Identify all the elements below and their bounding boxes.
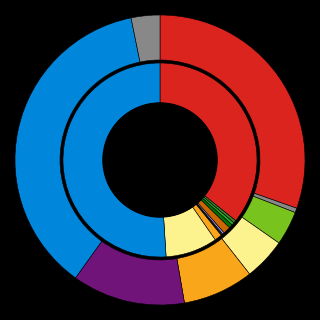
Wedge shape — [201, 198, 232, 228]
Wedge shape — [198, 200, 229, 233]
Wedge shape — [202, 197, 234, 225]
Wedge shape — [164, 207, 215, 257]
Wedge shape — [222, 217, 279, 274]
Wedge shape — [63, 63, 166, 257]
Wedge shape — [253, 193, 297, 212]
Wedge shape — [204, 196, 236, 223]
Circle shape — [103, 103, 217, 217]
Wedge shape — [76, 241, 185, 305]
Wedge shape — [160, 63, 257, 220]
Wedge shape — [242, 196, 295, 243]
Wedge shape — [15, 18, 140, 278]
Wedge shape — [197, 203, 224, 234]
Wedge shape — [196, 204, 223, 235]
Wedge shape — [177, 239, 250, 303]
Wedge shape — [131, 15, 160, 62]
Wedge shape — [192, 204, 221, 240]
Wedge shape — [160, 15, 305, 208]
Wedge shape — [196, 204, 222, 235]
